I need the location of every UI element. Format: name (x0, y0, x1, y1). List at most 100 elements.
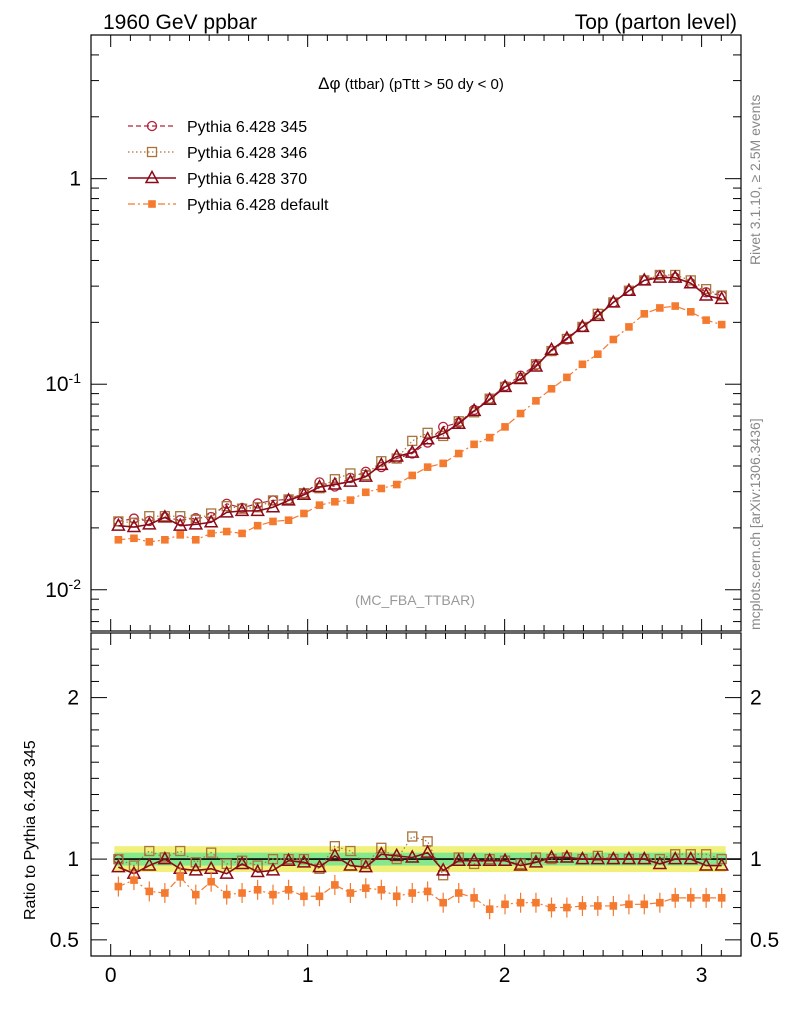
ratio-data-point (423, 887, 432, 896)
series-pythia-6.428-370 (111, 269, 729, 533)
data-point (222, 527, 231, 536)
main-frame (90, 34, 742, 632)
ratio-y-tick-label-right: 1 (750, 848, 762, 871)
ratio-data-point (547, 903, 556, 912)
ratio-data-point (528, 854, 544, 868)
data-point (284, 516, 293, 524)
data-point (300, 509, 308, 518)
data-point (234, 502, 250, 517)
ratio-data-point (578, 902, 587, 910)
ratio-data-point (161, 889, 169, 897)
data-point (470, 440, 478, 449)
ratio-data-point (513, 857, 528, 871)
ratio-data-point (640, 900, 649, 909)
series-line (118, 305, 722, 543)
data-point (408, 471, 417, 480)
series-line (118, 274, 722, 523)
data-point (594, 350, 602, 358)
ratio-data-point (717, 894, 726, 902)
ratio-data-point (175, 845, 186, 857)
data-point (451, 415, 467, 430)
ratio-y-tick-label: 2 (67, 687, 79, 710)
data-point (250, 502, 265, 517)
data-point (683, 275, 699, 289)
ratio-data-point (284, 885, 293, 894)
data-point (671, 302, 680, 310)
data-point (358, 468, 374, 482)
plot-title: Δφ (ttbar) (pTtt > 50 dy < 0) (318, 74, 504, 93)
data-point (142, 516, 157, 530)
ratio-data-point (683, 851, 699, 865)
ratio-data-point (253, 885, 262, 894)
ratio-data-point (702, 894, 710, 902)
ratio-data-point (482, 852, 497, 866)
ratio-series-pythia-6.428-default (114, 866, 726, 920)
x-tick-label: 2 (499, 964, 511, 987)
data-point (114, 536, 123, 544)
data-point (497, 378, 513, 393)
ratio-data-point (714, 857, 729, 871)
data-point (203, 514, 219, 528)
header-right: Top (parton level) (575, 11, 737, 34)
legend-label: Pythia 6.428 345 (187, 119, 307, 136)
ratio-data-point (376, 842, 387, 853)
ratio-data-point (238, 889, 246, 897)
data-point (485, 433, 494, 442)
ratio-data-point (312, 859, 327, 873)
data-point (422, 427, 433, 438)
data-point (329, 474, 340, 485)
ratio-data-point (343, 857, 358, 871)
data-point (544, 341, 559, 356)
plot-title-text: (ttbar) (pTtt > 50 dy < 0) (340, 76, 503, 93)
data-point (528, 358, 544, 372)
data-series (111, 269, 729, 920)
ratio-data-point (176, 873, 185, 881)
data-point (652, 269, 668, 283)
ratio-data-point (269, 890, 277, 899)
data-point (331, 497, 339, 506)
x-tick-label: 1 (302, 964, 314, 987)
data-point (206, 508, 217, 519)
ratio-data-point (435, 862, 451, 876)
data-point (466, 402, 482, 417)
data-point (238, 529, 246, 538)
ratio-data-point (559, 849, 575, 863)
ratio-data-point (451, 852, 467, 866)
ratio-data-point (128, 860, 140, 871)
data-point (702, 316, 710, 324)
data-point (111, 517, 126, 531)
ratio-data-point (686, 894, 695, 902)
ratio-data-point (374, 846, 389, 860)
ratio-data-point (358, 859, 374, 873)
ratio-data-point (222, 890, 231, 899)
data-point (126, 518, 142, 533)
legend-label: Pythia 6.428 370 (187, 171, 307, 188)
ratio-data-point (207, 877, 215, 886)
data-point (439, 459, 447, 468)
ratio-data-point (544, 849, 559, 863)
ratio-data-point (516, 898, 525, 907)
ratio-data-point (609, 902, 618, 910)
ratio-data-point (698, 857, 714, 871)
series-pythia-6.428-default (114, 302, 726, 546)
ratio-data-point (625, 900, 633, 909)
ratio-data-point (532, 898, 540, 907)
ratio-data-point (454, 889, 463, 897)
ratio-data-point (606, 851, 621, 865)
data-point (269, 517, 277, 526)
data-point (296, 486, 312, 500)
data-point (637, 272, 652, 286)
ratio-line (118, 851, 722, 875)
ratio-data-point (392, 892, 401, 901)
mcplots-label: mcplots.cern.ch [arXiv:1306.3436] (747, 418, 763, 630)
legend-label: Pythia 6.428 346 (187, 145, 307, 162)
ratio-data-point (281, 852, 296, 866)
ratio-data-point (389, 847, 404, 862)
data-point (312, 478, 327, 493)
ratio-data-point (315, 892, 324, 901)
ratio-line (118, 875, 722, 910)
plot-title-symbol: Δφ (318, 74, 340, 93)
ratio-ylabel: Ratio to Pythia 6.428 345 (22, 740, 39, 920)
data-point (361, 488, 370, 497)
data-point (547, 384, 556, 393)
